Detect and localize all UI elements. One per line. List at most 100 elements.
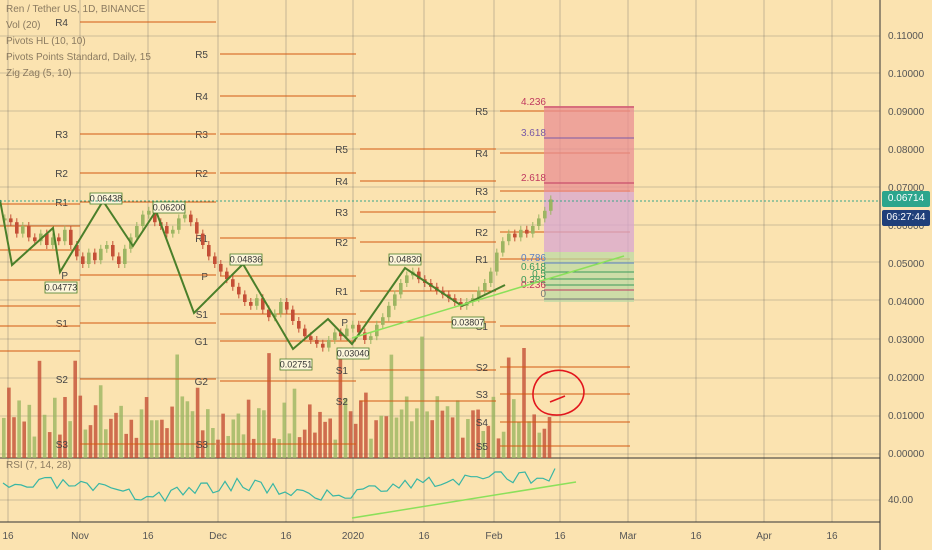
price-tick-label: 0.11000 (888, 31, 924, 42)
candle-body (339, 332, 343, 337)
volume-bar (450, 417, 455, 458)
volume-bar (313, 432, 317, 458)
fib-level-label: 0.5 (532, 269, 546, 280)
candle-body (231, 279, 235, 287)
volume-bar (221, 413, 225, 458)
pivot-label: R4 (55, 18, 68, 29)
zigzag-label: 0.06200 (153, 203, 186, 213)
volume-bar (63, 396, 67, 458)
candle-body (489, 271, 493, 283)
rsi-line (2, 468, 556, 503)
indicator-pivot-points[interactable]: Pivots Points Standard, Daily, 15 (6, 52, 151, 63)
pivot-label: R3 (335, 208, 348, 219)
pivot-label: R2 (55, 169, 68, 180)
volume-bar (124, 433, 128, 458)
time-tick-label: Apr (756, 531, 772, 542)
volume-bar (369, 438, 373, 458)
price-tick-label: 0.03000 (888, 335, 925, 346)
volume-bar (282, 402, 287, 458)
rsi-tick-label: 40.00 (888, 495, 913, 506)
zigzag-label-box (279, 358, 313, 371)
pivot-label: S2 (56, 375, 69, 386)
candle-body (21, 226, 25, 234)
time-tick-label: 16 (280, 531, 292, 542)
volume-bar (37, 360, 42, 458)
zigzag-label-box (451, 316, 485, 329)
volume-bar (98, 385, 103, 458)
zigzag-label-box (229, 253, 263, 266)
indicator-volume[interactable]: Vol (20) (6, 20, 41, 31)
candle-body (363, 332, 367, 340)
time-tick-label: 16 (554, 531, 566, 542)
pivot-label: R3 (475, 187, 488, 198)
volume-bar (297, 437, 302, 458)
volume-bar (78, 395, 83, 458)
pivot-label: S1 (56, 319, 69, 330)
pivot-label: R4 (195, 92, 208, 103)
zigzag-label-box (336, 347, 370, 360)
candle-body (333, 332, 337, 340)
price-tick-label: 0.07000 (888, 183, 925, 194)
rsi-title[interactable]: RSI (7, 14, 28) (6, 460, 72, 471)
candle-body (27, 226, 31, 238)
volume-bar (17, 400, 21, 458)
indicator-zigzag[interactable]: Zig Zag (5, 10) (6, 68, 72, 79)
candle-body (105, 245, 109, 249)
volume-bar (374, 420, 378, 458)
volume-bar (491, 396, 496, 458)
candle-body (123, 248, 127, 264)
time-axis: 16 Nov 16 Dec 16 2020 16 Feb 16 Mar 16 Apr 16 (2, 531, 838, 542)
candle-body (207, 245, 211, 257)
rsi-trendline (351, 481, 577, 519)
volume-bar (32, 436, 37, 458)
candle-body (327, 340, 331, 348)
candle-body (69, 229, 73, 245)
price-tick-label: 0.08000 (888, 145, 925, 156)
indicator-pivots-hl[interactable]: Pivots HL (10, 10) (6, 36, 86, 47)
volume-bar (149, 420, 154, 458)
zigzag-label-box (89, 192, 123, 205)
price-tick-label: 0.01000 (888, 411, 925, 422)
zigzag-label: 0.06438 (90, 194, 123, 204)
pivot-label: R5 (335, 145, 348, 156)
volume-bar (522, 348, 526, 458)
volume-bar (440, 410, 445, 458)
time-tick-label: Nov (71, 531, 89, 542)
price-tick-label: 0.02000 (888, 373, 925, 384)
volume-bar (481, 430, 485, 458)
volume-bar (486, 425, 491, 458)
pivot-label: R5 (475, 107, 488, 118)
candle-body (201, 233, 205, 245)
candle-body (417, 271, 421, 280)
candle-body (345, 328, 349, 337)
pivot-label: S3 (476, 390, 489, 401)
volume-bar (379, 415, 383, 458)
pivot-label: S1 (336, 366, 349, 377)
time-tick-label: Feb (485, 531, 503, 542)
time-tick-label: 16 (2, 531, 14, 542)
pivot-label: R2 (195, 169, 208, 180)
volume-bar (160, 419, 164, 458)
price-axis: 0.11000 0.10000 0.09000 0.08000 0.07000 0.060… (888, 31, 925, 506)
fib-level-label: 2.618 (521, 173, 546, 184)
volume-bar (58, 434, 62, 458)
candle-body (171, 229, 175, 234)
candle-body (315, 340, 319, 344)
pivot-label: P (61, 271, 68, 282)
candle-body (495, 252, 499, 272)
candle-body (237, 286, 241, 295)
candle-body (39, 233, 43, 242)
volume-bar (114, 412, 118, 458)
candle-body (225, 271, 229, 280)
volume-bar (272, 438, 276, 458)
price-tick-label: 0.06000 (888, 221, 925, 232)
volume-bar (119, 405, 123, 458)
volume-bar (399, 409, 404, 458)
pivot-label: R2 (335, 238, 348, 249)
price-tick-label: 0.05000 (888, 259, 925, 270)
symbol-title[interactable]: Ren / Tether US, 1D, BINANCE (6, 4, 146, 15)
volume-bar (476, 409, 480, 458)
